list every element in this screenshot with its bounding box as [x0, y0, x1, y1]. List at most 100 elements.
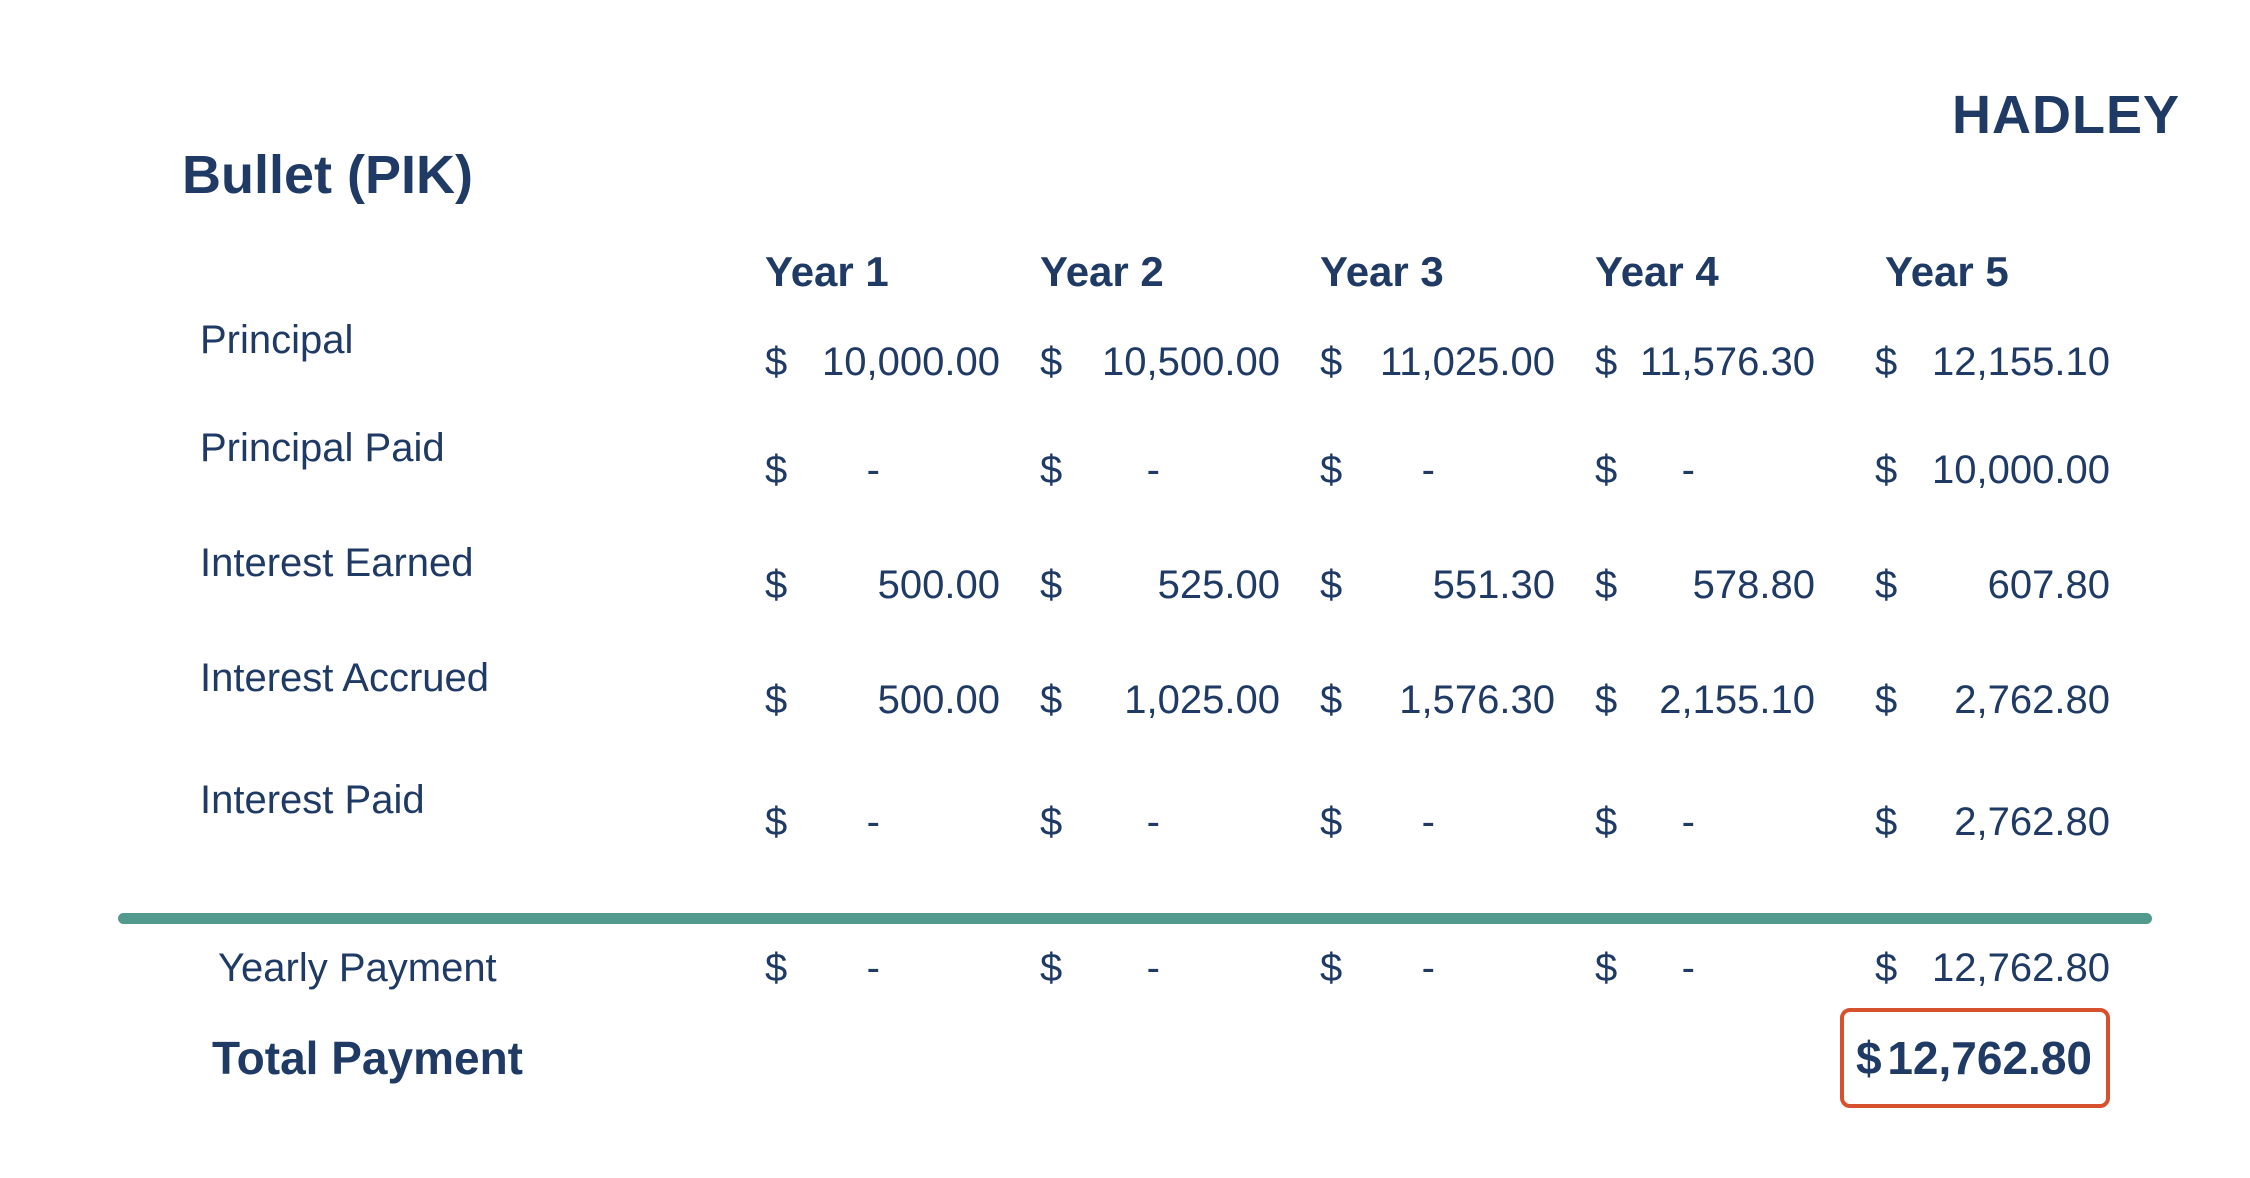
table-row-principal-paid: Principal Paid $ - $ - $ - $ - $10,000.00: [200, 426, 2155, 500]
divider-line: [118, 913, 2152, 924]
cell-value: 2,762.80: [1954, 677, 2110, 722]
currency-symbol: $: [765, 677, 788, 722]
cell-value: 1,576.30: [1399, 677, 1555, 722]
cell-value: -: [1681, 945, 1695, 990]
currency-symbol: $: [1320, 339, 1343, 384]
currency-symbol: $: [1320, 799, 1343, 844]
cell-value: 607.80: [1987, 562, 2110, 607]
column-header-year-4: Year 4: [1595, 248, 1719, 295]
column-header-year-2: Year 2: [1040, 248, 1164, 295]
currency-symbol: $: [1320, 447, 1343, 492]
cell-interest-earned-year-3: $551.30: [1300, 563, 1575, 608]
cell-yearly-payment-year-2: $ -: [1020, 946, 1300, 991]
cell-value: 11,025.00: [1380, 339, 1555, 384]
cell-interest-earned-year-1: $500.00: [745, 563, 1020, 608]
currency-symbol: $: [1040, 339, 1063, 384]
cell-interest-paid-year-4: $ -: [1575, 800, 1835, 845]
cell-interest-earned-year-5: $607.80: [1835, 563, 2155, 608]
cell-principal-year-4: $11,576.30: [1575, 340, 1835, 385]
cell-principal-year-1: $10,000.00: [745, 340, 1020, 385]
total-payment-value: 12,762.80: [1887, 1032, 2092, 1084]
column-header-year-3: Year 3: [1320, 248, 1444, 295]
cell-value: 2,762.80: [1954, 799, 2110, 844]
row-label-interest-earned: Interest Earned: [200, 540, 474, 585]
table-header-row: Year 1 Year 2 Year 3 Year 4 Year 5: [200, 242, 2155, 302]
cell-value: 12,762.80: [1932, 945, 2110, 990]
cell-value: 1,025.00: [1124, 677, 1280, 722]
total-payment-highlight-box: $ 12,762.80: [1840, 1008, 2110, 1108]
currency-symbol: $: [765, 799, 788, 844]
currency-symbol: $: [765, 447, 788, 492]
cell-value: 551.30: [1432, 562, 1555, 607]
cell-interest-earned-year-4: $578.80: [1575, 563, 1835, 608]
cell-interest-accrued-year-1: $500.00: [745, 678, 1020, 723]
cell-interest-paid-year-5: $2,762.80: [1835, 800, 2155, 845]
cell-principal-year-3: $11,025.00: [1300, 340, 1575, 385]
table-row-principal: Principal $10,000.00 $10,500.00 $11,025.00 $…: [200, 318, 2155, 392]
currency-symbol: $: [1595, 447, 1618, 492]
cell-value: -: [1421, 799, 1435, 844]
cell-principal-year-2: $10,500.00: [1020, 340, 1300, 385]
currency-symbol: $: [1875, 562, 1898, 607]
cell-value: 525.00: [1157, 562, 1280, 607]
cell-value: 500.00: [877, 677, 1000, 722]
row-label-interest-accrued: Interest Accrued: [200, 655, 490, 700]
cell-value: -: [866, 447, 880, 492]
currency-symbol: $: [1875, 799, 1898, 844]
column-header-year-1: Year 1: [765, 248, 889, 295]
currency-symbol: $: [1856, 1032, 1882, 1084]
currency-symbol: $: [1595, 799, 1618, 844]
cell-value: 10,000.00: [1932, 447, 2110, 492]
currency-symbol: $: [1040, 447, 1063, 492]
cell-principal-paid-year-4: $ -: [1575, 448, 1835, 493]
cell-interest-accrued-year-5: $2,762.80: [1835, 678, 2155, 723]
cell-interest-paid-year-2: $ -: [1020, 800, 1300, 845]
table-row-interest-accrued: Interest Accrued $500.00 $1,025.00 $1,576.3…: [200, 656, 2155, 730]
row-label-interest-paid: Interest Paid: [200, 777, 425, 822]
cell-principal-paid-year-1: $ -: [745, 448, 1020, 493]
currency-symbol: $: [1595, 339, 1618, 384]
cell-principal-paid-year-3: $ -: [1300, 448, 1575, 493]
currency-symbol: $: [1320, 562, 1343, 607]
cell-principal-year-5: $12,155.10: [1835, 340, 2155, 385]
cell-interest-accrued-year-2: $1,025.00: [1020, 678, 1300, 723]
table-row-yearly-payment: Yearly Payment $ - $ - $ - $ - $12,762.80: [200, 938, 2155, 998]
cell-value: -: [866, 799, 880, 844]
cell-interest-paid-year-1: $ -: [745, 800, 1020, 845]
cell-yearly-payment-year-3: $ -: [1300, 946, 1575, 991]
cell-value: 10,000.00: [822, 339, 1000, 384]
cell-value: 500.00: [877, 562, 1000, 607]
cell-yearly-payment-year-5: $12,762.80: [1835, 946, 2155, 991]
cell-interest-accrued-year-3: $1,576.30: [1300, 678, 1575, 723]
currency-symbol: $: [1595, 945, 1618, 990]
cell-principal-paid-year-5: $10,000.00: [1835, 448, 2155, 493]
cell-value: 10,500.00: [1102, 339, 1280, 384]
cell-principal-paid-year-2: $ -: [1020, 448, 1300, 493]
cell-value: 578.80: [1692, 562, 1815, 607]
row-label-principal-paid: Principal Paid: [200, 425, 445, 470]
row-label-yearly-payment: Yearly Payment: [218, 945, 497, 990]
row-label-principal: Principal: [200, 317, 354, 362]
currency-symbol: $: [765, 339, 788, 384]
cell-yearly-payment-year-4: $ -: [1575, 946, 1835, 991]
page-title: Bullet (PIK): [182, 145, 473, 205]
currency-symbol: $: [1320, 677, 1343, 722]
cell-value: 11,576.30: [1640, 339, 1815, 384]
column-header-year-5: Year 5: [1885, 248, 2009, 295]
currency-symbol: $: [1040, 799, 1063, 844]
cell-interest-paid-year-3: $ -: [1300, 800, 1575, 845]
cell-value: -: [1146, 447, 1160, 492]
currency-symbol: $: [1595, 562, 1618, 607]
currency-symbol: $: [1040, 945, 1063, 990]
table-row-total-payment: Total Payment $ 12,762.80: [200, 1008, 2155, 1108]
currency-symbol: $: [1875, 339, 1898, 384]
cell-value: -: [1421, 945, 1435, 990]
currency-symbol: $: [1040, 677, 1063, 722]
cell-interest-earned-year-2: $525.00: [1020, 563, 1300, 608]
currency-symbol: $: [1875, 945, 1898, 990]
payment-table: Year 1 Year 2 Year 3 Year 4 Year 5 Principal $…: [200, 0, 2155, 1178]
currency-symbol: $: [765, 562, 788, 607]
table-row-interest-earned: Interest Earned $500.00 $525.00 $551.30 $578…: [200, 541, 2155, 615]
row-label-total-payment: Total Payment: [212, 1032, 523, 1084]
currency-symbol: $: [1040, 562, 1063, 607]
